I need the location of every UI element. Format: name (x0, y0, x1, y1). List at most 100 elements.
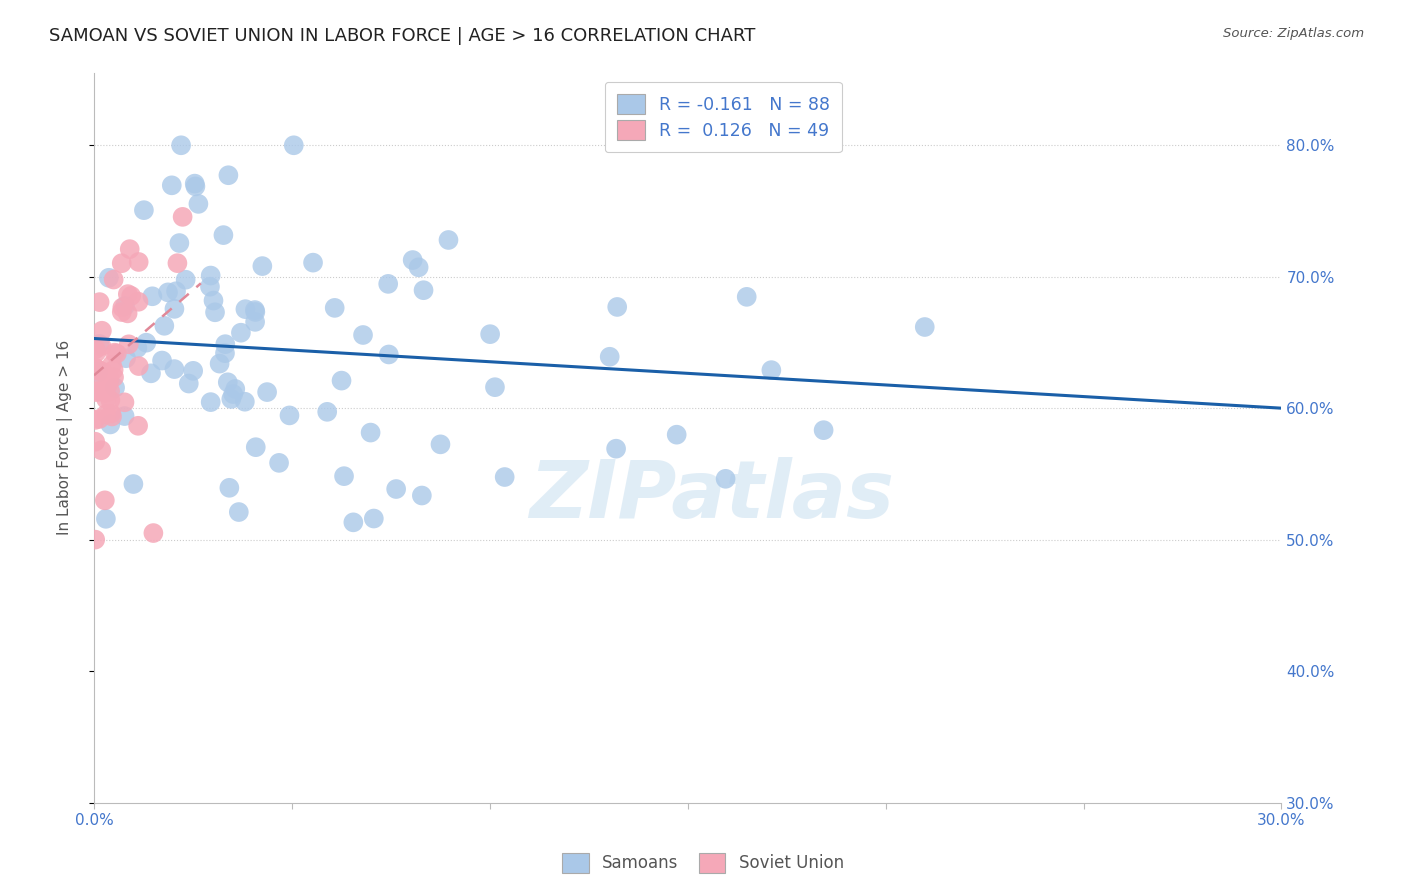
Point (84, 342, 107, 356)
Legend: Samoans, Soviet Union: Samoans, Soviet Union (555, 847, 851, 880)
Point (94, 493, 117, 508)
Point (103, 363, 125, 377)
Point (606, 300, 628, 314)
Point (330, 374, 353, 388)
Point (243, 303, 266, 318)
Point (103, 345, 125, 359)
Point (96, 407, 118, 421)
Point (222, 387, 245, 401)
Point (429, 437, 451, 451)
Point (128, 255, 150, 269)
Point (90, 324, 112, 338)
Point (229, 326, 252, 340)
Point (89, 295, 111, 310)
Point (104, 381, 127, 395)
Point (101, 409, 124, 424)
Point (914, 320, 936, 334)
Point (153, 318, 176, 333)
Point (202, 293, 225, 308)
Point (256, 385, 278, 400)
Point (84, 345, 107, 359)
Point (94, 392, 117, 407)
Point (89, 337, 111, 351)
Point (117, 306, 139, 320)
Point (378, 347, 401, 361)
Point (160, 178, 183, 193)
Point (813, 423, 835, 437)
Point (94, 385, 117, 400)
Point (316, 405, 339, 419)
Point (172, 210, 194, 224)
Point (218, 481, 240, 495)
Point (605, 442, 627, 456)
Point (183, 177, 205, 191)
Point (212, 228, 235, 243)
Point (252, 259, 274, 273)
Point (479, 327, 502, 342)
Point (105, 346, 128, 360)
Point (163, 362, 186, 376)
Point (118, 242, 141, 256)
Point (233, 394, 256, 409)
Point (166, 256, 188, 270)
Point (360, 425, 382, 440)
Point (411, 489, 433, 503)
Point (128, 359, 150, 373)
Point (91, 365, 114, 379)
Point (127, 418, 149, 433)
Point (127, 341, 149, 355)
Point (599, 350, 621, 364)
Point (111, 301, 134, 315)
Point (200, 395, 222, 409)
Point (665, 427, 688, 442)
Legend: R = -0.161   N = 88, R =  0.126   N = 49: R = -0.161 N = 88, R = 0.126 N = 49 (605, 82, 842, 153)
Point (97, 270, 120, 285)
Point (385, 482, 408, 496)
Point (120, 289, 142, 303)
Point (735, 290, 758, 304)
Point (94, 512, 117, 526)
Point (342, 516, 364, 530)
Point (100, 407, 122, 421)
Point (217, 376, 239, 390)
Point (114, 299, 136, 313)
Point (484, 380, 506, 394)
Point (204, 305, 226, 319)
Y-axis label: In Labor Force | Age > 16: In Labor Force | Age > 16 (58, 340, 73, 535)
Point (87, 365, 110, 379)
Point (214, 346, 236, 360)
Point (98, 384, 121, 399)
Point (224, 382, 246, 396)
Point (170, 138, 193, 153)
Text: SAMOAN VS SOVIET UNION IN LABOR FORCE | AGE > 16 CORRELATION CHART: SAMOAN VS SOVIET UNION IN LABOR FORCE | … (49, 27, 755, 45)
Point (184, 179, 207, 194)
Point (101, 358, 124, 372)
Point (98, 372, 121, 386)
Point (363, 511, 385, 525)
Point (115, 351, 138, 366)
Point (84, 413, 107, 427)
Point (84, 434, 107, 449)
Point (117, 287, 139, 301)
Text: Source: ZipAtlas.com: Source: ZipAtlas.com (1223, 27, 1364, 40)
Point (111, 256, 134, 270)
Point (352, 328, 374, 343)
Point (333, 469, 356, 483)
Point (84, 533, 107, 547)
Point (181, 364, 204, 378)
Point (118, 337, 141, 351)
Point (267, 456, 290, 470)
Point (323, 301, 346, 315)
Point (90, 378, 112, 392)
Point (87, 384, 110, 398)
Point (111, 305, 134, 319)
Point (214, 337, 236, 351)
Point (142, 526, 165, 541)
Point (208, 357, 231, 371)
Point (235, 302, 257, 317)
Text: ZIPatlas: ZIPatlas (529, 457, 894, 535)
Point (283, 138, 305, 153)
Point (84, 361, 107, 376)
Point (132, 203, 155, 218)
Point (98, 393, 121, 408)
